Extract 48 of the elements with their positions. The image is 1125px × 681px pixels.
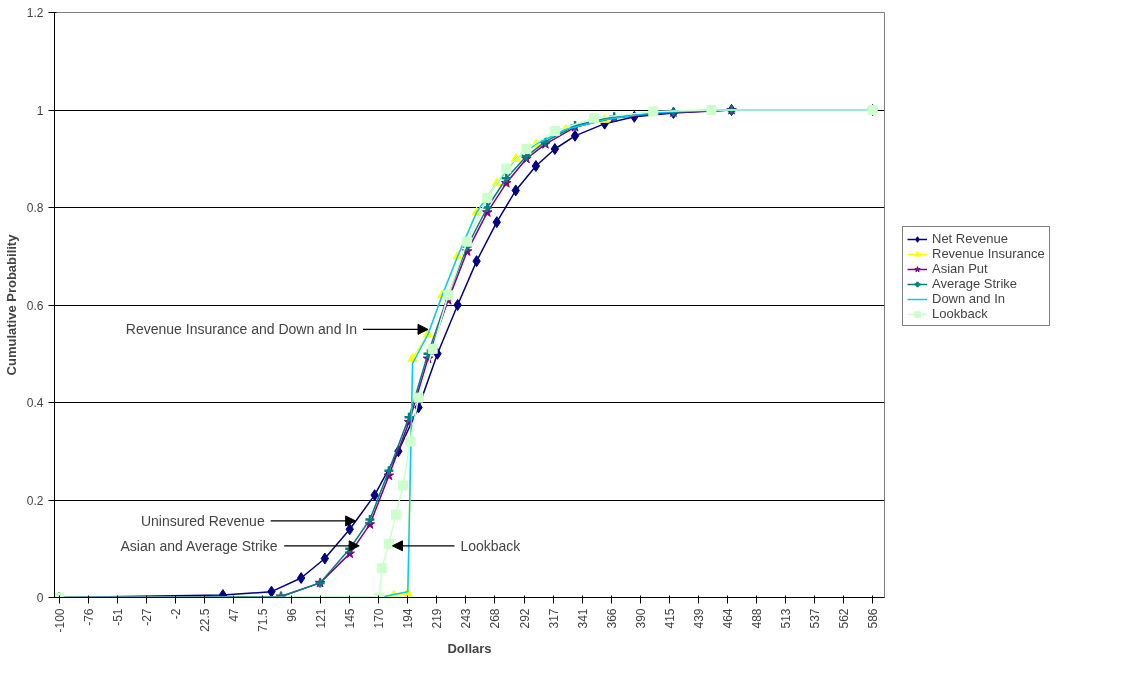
- x-tick-label: 439: [691, 608, 706, 629]
- legend-label: Asian Put: [932, 261, 988, 276]
- x-tick-label: 488: [749, 608, 764, 629]
- x-tick-label: -2: [168, 608, 183, 620]
- x-axis-title: Dollars: [447, 640, 492, 656]
- x-tick-label: 513: [778, 608, 793, 629]
- annotation: Asian and Average Strike: [120, 537, 278, 554]
- x-tick-label: 341: [575, 608, 590, 629]
- y-tick-label: 0.2: [26, 493, 44, 508]
- x-tick-label: 317: [546, 608, 561, 629]
- x-tick-label: 22.5: [197, 608, 212, 632]
- x-tick-label: 366: [604, 608, 619, 629]
- x-tick-label: 219: [430, 608, 445, 629]
- x-tick-label: 268: [488, 608, 503, 629]
- y-tick-label: 0: [36, 591, 44, 605]
- y-tick-label: 1: [36, 103, 44, 118]
- x-tick-label: -76: [81, 608, 96, 626]
- annotation: Revenue Insurance and Down and In: [125, 321, 358, 338]
- x-tick-label: 586: [866, 608, 881, 629]
- x-tick-label: 390: [633, 608, 648, 629]
- legend-label: Lookback: [932, 306, 988, 321]
- x-tick-label: 47: [227, 608, 242, 622]
- x-tick-label: 96: [285, 608, 300, 622]
- legend-label: Net Revenue: [932, 231, 1008, 246]
- x-tick-label: 121: [314, 608, 329, 629]
- x-tick-label: -100: [52, 608, 67, 633]
- x-tick-label: 170: [372, 608, 387, 629]
- legend-label: Down and In: [932, 291, 1005, 306]
- x-tick-label: 292: [517, 608, 532, 629]
- x-tick-label: 562: [837, 608, 852, 629]
- x-tick-label: -51: [110, 608, 125, 626]
- x-tick-label: 71.5: [256, 608, 271, 632]
- x-tick-label: 194: [401, 608, 416, 629]
- annotation: Uninsured Revenue: [140, 512, 265, 529]
- legend-label: Revenue Insurance: [932, 246, 1045, 261]
- y-tick-label: 1.2: [26, 6, 44, 20]
- x-tick-label: -27: [139, 608, 154, 626]
- x-tick-label: 145: [343, 608, 358, 629]
- x-tick-label: 243: [459, 608, 474, 629]
- y-axis-title: Cumulative Probability: [3, 233, 19, 376]
- y-tick-label: 0.6: [26, 298, 44, 313]
- annotation: Lookback: [460, 537, 522, 554]
- y-tick-label: 0.8: [26, 201, 44, 215]
- legend-label: Average Strike: [932, 276, 1018, 291]
- x-tick-label: 464: [720, 608, 735, 629]
- x-tick-label: 415: [662, 608, 677, 629]
- y-tick-label: 0.4: [26, 396, 44, 410]
- x-tick-label: 537: [808, 608, 823, 629]
